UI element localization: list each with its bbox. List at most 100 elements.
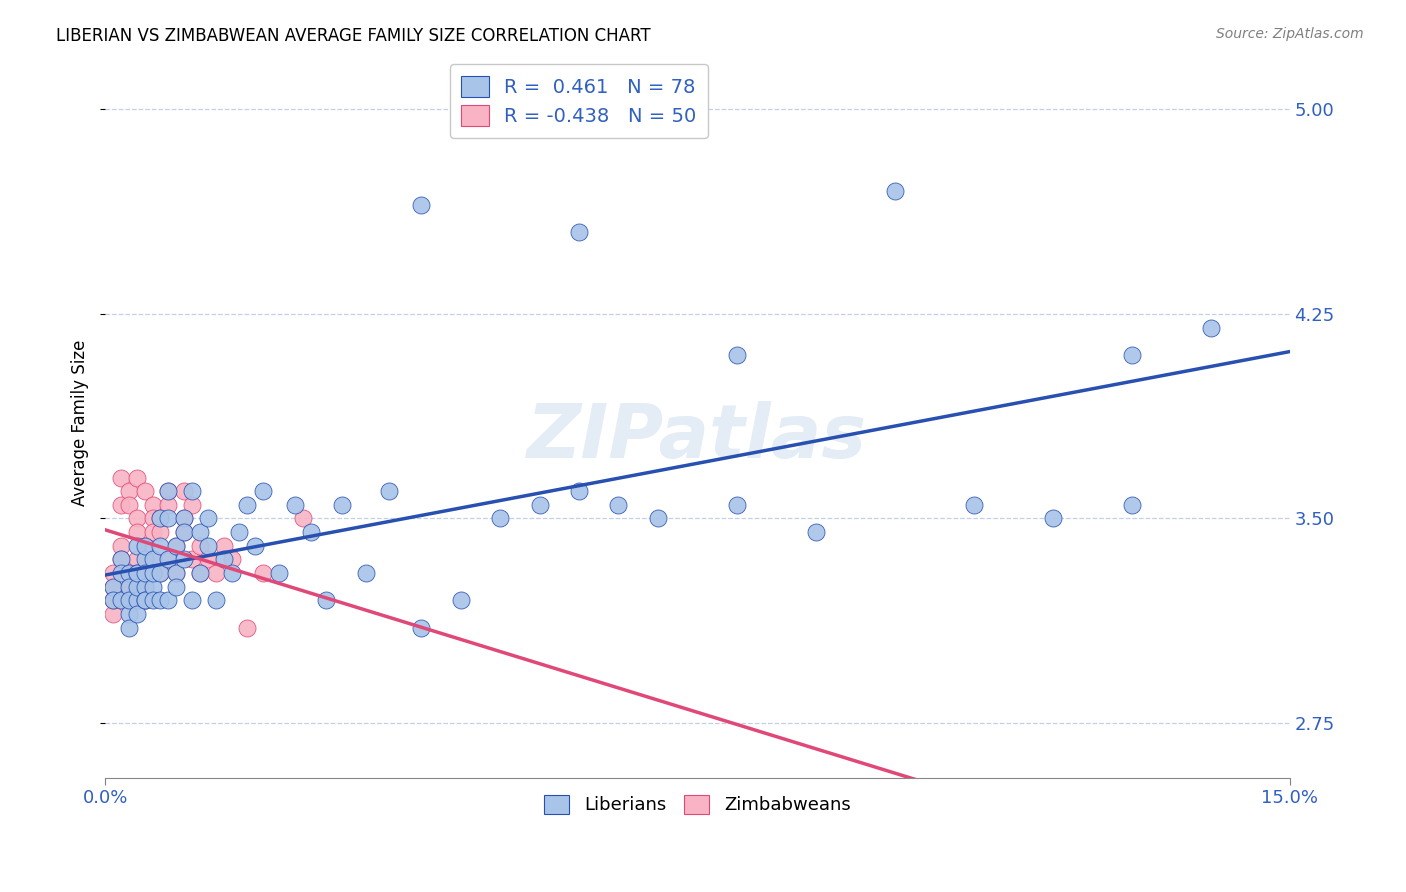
Point — [568, 484, 591, 499]
Point — [157, 484, 180, 499]
Point — [607, 498, 630, 512]
Point — [204, 566, 226, 580]
Point — [165, 539, 187, 553]
Point — [118, 566, 141, 580]
Point — [173, 525, 195, 540]
Point — [165, 566, 187, 580]
Point — [197, 511, 219, 525]
Point — [142, 580, 165, 594]
Point — [212, 539, 235, 553]
Point — [118, 593, 141, 607]
Point — [118, 580, 141, 594]
Point — [173, 484, 195, 499]
Point — [134, 593, 156, 607]
Point — [134, 539, 156, 553]
Point — [110, 539, 132, 553]
Point — [157, 552, 180, 566]
Point — [149, 511, 172, 525]
Point — [181, 484, 204, 499]
Point — [125, 566, 148, 580]
Point — [330, 498, 353, 512]
Point — [101, 566, 124, 580]
Point — [181, 498, 204, 512]
Point — [883, 184, 905, 198]
Point — [149, 566, 172, 580]
Point — [188, 566, 211, 580]
Point — [228, 525, 250, 540]
Point — [188, 525, 211, 540]
Text: ZIPatlas: ZIPatlas — [527, 401, 868, 474]
Point — [450, 593, 472, 607]
Point — [197, 539, 219, 553]
Legend: Liberians, Zimbabweans: Liberians, Zimbabweans — [533, 784, 862, 825]
Point — [188, 539, 211, 553]
Point — [284, 498, 307, 512]
Point — [165, 580, 187, 594]
Point — [1199, 320, 1222, 334]
Point — [118, 484, 141, 499]
Point — [110, 593, 132, 607]
Point — [165, 539, 187, 553]
Point — [252, 484, 274, 499]
Point — [647, 511, 669, 525]
Point — [101, 593, 124, 607]
Point — [142, 525, 165, 540]
Y-axis label: Average Family Size: Average Family Size — [72, 340, 89, 507]
Point — [1121, 348, 1143, 362]
Point — [134, 580, 156, 594]
Point — [134, 566, 156, 580]
Point — [134, 539, 156, 553]
Point — [173, 552, 195, 566]
Point — [204, 593, 226, 607]
Point — [149, 539, 172, 553]
Point — [1121, 866, 1143, 880]
Point — [252, 566, 274, 580]
Point — [409, 198, 432, 212]
Point — [149, 511, 172, 525]
Point — [149, 566, 172, 580]
Point — [118, 607, 141, 621]
Point — [118, 593, 141, 607]
Point — [181, 552, 204, 566]
Point — [134, 593, 156, 607]
Point — [245, 539, 267, 553]
Point — [142, 552, 165, 566]
Point — [125, 525, 148, 540]
Point — [142, 552, 165, 566]
Point — [134, 580, 156, 594]
Point — [236, 621, 259, 635]
Point — [489, 511, 512, 525]
Point — [149, 525, 172, 540]
Point — [101, 607, 124, 621]
Text: Source: ZipAtlas.com: Source: ZipAtlas.com — [1216, 27, 1364, 41]
Point — [568, 225, 591, 239]
Point — [157, 593, 180, 607]
Point — [197, 552, 219, 566]
Point — [299, 525, 322, 540]
Point — [125, 580, 148, 594]
Point — [1121, 498, 1143, 512]
Point — [134, 566, 156, 580]
Point — [110, 566, 132, 580]
Point — [101, 580, 124, 594]
Point — [221, 552, 243, 566]
Point — [110, 498, 132, 512]
Point — [409, 621, 432, 635]
Point — [181, 593, 204, 607]
Point — [173, 511, 195, 525]
Point — [125, 539, 148, 553]
Point — [134, 484, 156, 499]
Point — [267, 566, 290, 580]
Point — [118, 566, 141, 580]
Point — [101, 580, 124, 594]
Point — [157, 484, 180, 499]
Point — [1042, 511, 1064, 525]
Point — [118, 621, 141, 635]
Point — [118, 580, 141, 594]
Point — [157, 511, 180, 525]
Point — [101, 593, 124, 607]
Point — [315, 593, 337, 607]
Point — [134, 552, 156, 566]
Point — [110, 470, 132, 484]
Point — [725, 498, 748, 512]
